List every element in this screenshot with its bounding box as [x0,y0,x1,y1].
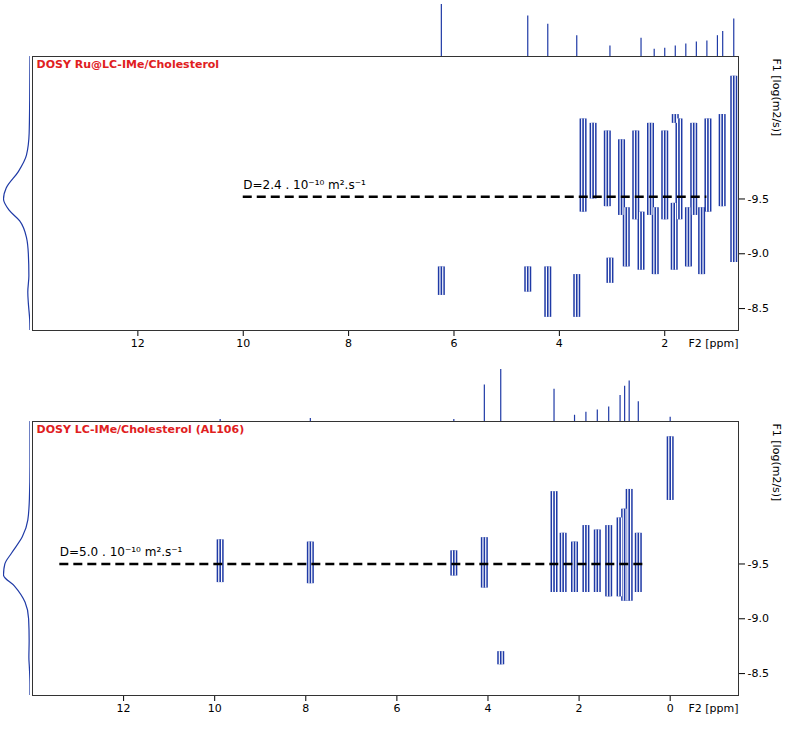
svg-text:10: 10 [208,702,222,715]
svg-text:-8.5: -8.5 [748,302,769,315]
svg-text:12: 12 [117,702,131,715]
svg-text:8: 8 [302,702,309,715]
svg-text:-9.0: -9.0 [748,247,769,260]
svg-text:10: 10 [236,337,250,350]
svg-text:0: 0 [667,702,674,715]
svg-text:2: 2 [576,702,583,715]
svg-text:12: 12 [131,337,145,350]
svg-text:6: 6 [393,702,400,715]
svg-text:4: 4 [484,702,491,715]
svg-text:D=5.0 . 10⁻¹⁰ m².s⁻¹: D=5.0 . 10⁻¹⁰ m².s⁻¹ [60,545,183,559]
svg-text:F1 [log(m2/s)]: F1 [log(m2/s)] [770,59,783,137]
svg-text:F2 [ppm]: F2 [ppm] [688,337,738,350]
svg-text:DOSY LC-IMe/Cholesterol (AL106: DOSY LC-IMe/Cholesterol (AL106) [37,423,245,436]
svg-text:DOSY Ru@LC-IMe/Cholesterol: DOSY Ru@LC-IMe/Cholesterol [37,58,220,71]
svg-text:6: 6 [450,337,457,350]
svg-text:4: 4 [556,337,563,350]
svg-text:F1 [log(m2/s)]: F1 [log(m2/s)] [770,424,783,502]
svg-text:D=2.4 . 10⁻¹⁰ m².s⁻¹: D=2.4 . 10⁻¹⁰ m².s⁻¹ [243,178,366,192]
svg-text:-8.5: -8.5 [748,667,769,680]
svg-text:2: 2 [661,337,668,350]
svg-text:-9.0: -9.0 [748,612,769,625]
svg-text:F2 [ppm]: F2 [ppm] [688,702,738,715]
svg-text:-9.5: -9.5 [748,558,769,571]
svg-text:8: 8 [345,337,352,350]
svg-text:-9.5: -9.5 [748,193,769,206]
